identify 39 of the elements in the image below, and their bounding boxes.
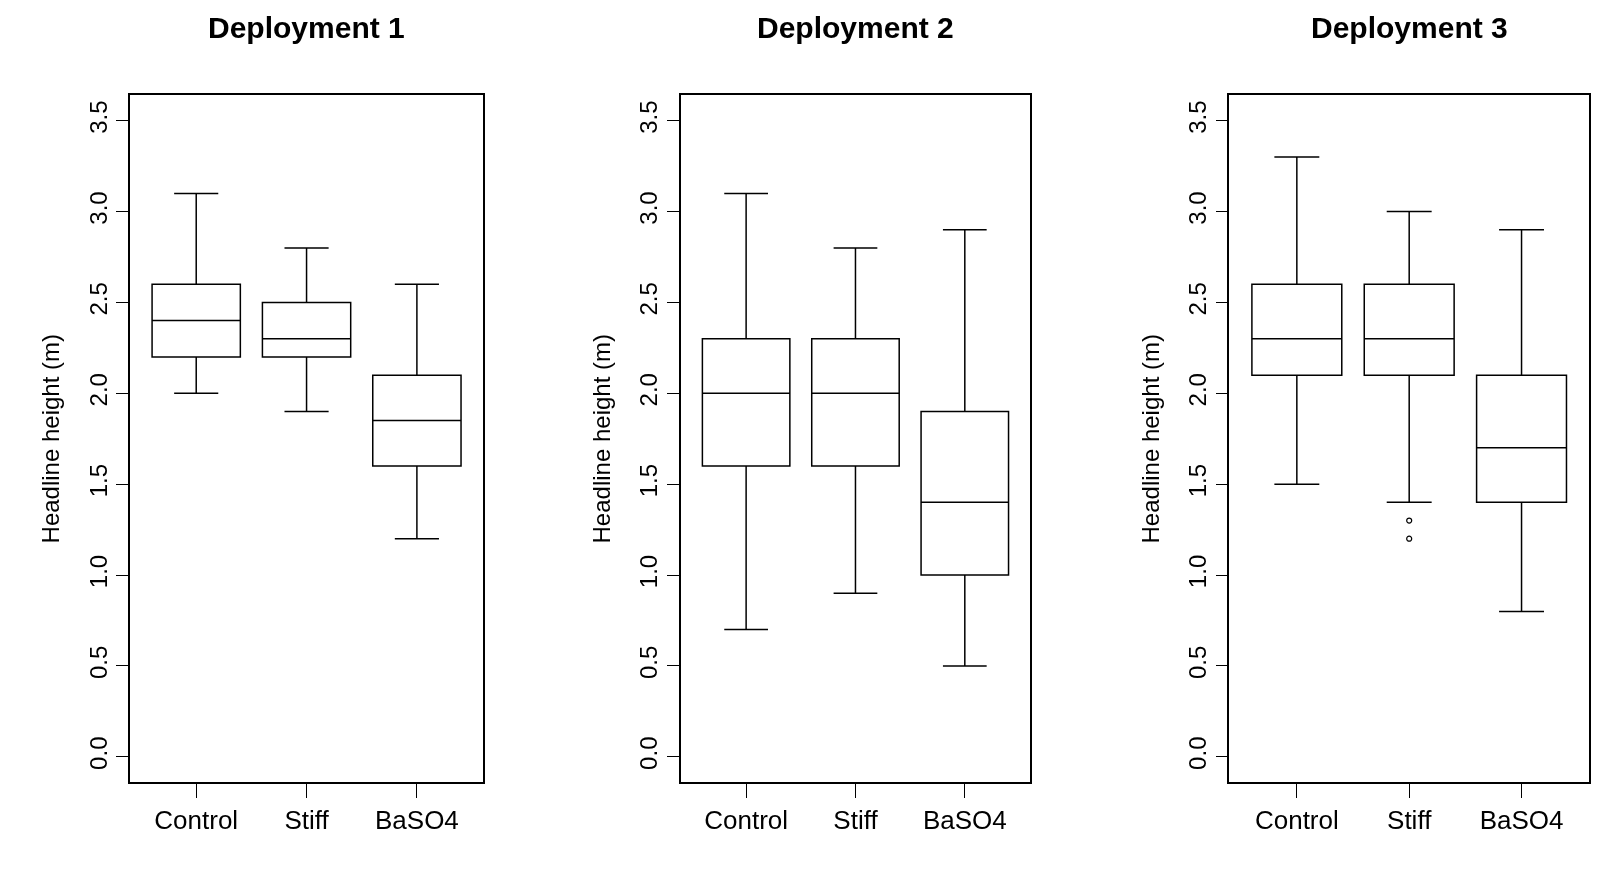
x-tick-label: Stiff: [284, 805, 330, 836]
y-tick-label: 0.5: [635, 645, 663, 679]
chart-title: Deployment 2: [757, 11, 954, 44]
y-tick-label: 3.5: [84, 100, 112, 134]
y-axis-title: Headline height (m): [1136, 334, 1164, 544]
y-axis-title: Headline height (m): [587, 334, 615, 544]
x-tick-label: Stiff: [833, 805, 879, 836]
y-tick-label: 1.5: [1184, 463, 1212, 498]
y-tick-label: 1.0: [635, 554, 663, 589]
y-tick-label: 3.0: [1184, 191, 1212, 225]
y-tick-label: 2.0: [635, 373, 663, 407]
y-tick-label: 0.0: [635, 736, 663, 770]
x-tick-label: BaSO4: [374, 805, 459, 836]
x-tick-label: BaSO4: [1479, 805, 1564, 836]
y-tick-label: 2.5: [1184, 282, 1212, 316]
chart-title: Deployment 1: [208, 11, 405, 44]
y-tick-label: 1.0: [1184, 554, 1212, 589]
y-tick-label: 1.5: [635, 463, 663, 498]
chart-title: Deployment 3: [1311, 11, 1508, 44]
y-tick-label: 0.5: [1184, 645, 1212, 679]
y-tick-label: 2.5: [635, 282, 663, 316]
y-tick-label: 3.5: [635, 100, 663, 134]
x-tick-label: Stiff: [1387, 805, 1433, 836]
x-tick-label: BaSO4: [922, 805, 1007, 836]
y-tick-label: 3.0: [635, 191, 663, 225]
y-tick-label: 2.0: [84, 373, 112, 407]
y-axis-title: Headline height (m): [37, 334, 65, 544]
y-tick-label: 1.0: [84, 554, 112, 589]
x-tick-label: Control: [154, 805, 239, 836]
y-tick-label: 0.0: [84, 736, 112, 770]
y-tick-label: 0.5: [84, 645, 112, 679]
y-tick-label: 3.5: [1184, 100, 1212, 134]
y-tick-label: 1.5: [84, 463, 112, 498]
y-tick-label: 2.5: [84, 282, 112, 316]
y-tick-label: 3.0: [84, 191, 112, 225]
x-tick-label: Control: [1254, 805, 1339, 836]
y-tick-label: 0.0: [1184, 736, 1212, 770]
x-tick-label: Control: [704, 805, 789, 836]
y-tick-label: 2.0: [1184, 373, 1212, 407]
